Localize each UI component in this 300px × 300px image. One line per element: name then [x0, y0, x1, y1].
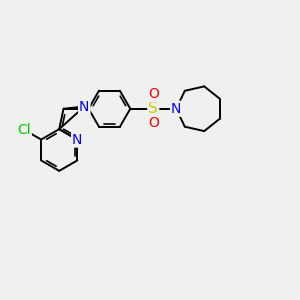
- Text: N: N: [72, 133, 83, 147]
- Text: N: N: [79, 100, 89, 114]
- Text: S: S: [148, 101, 158, 116]
- Text: Cl: Cl: [17, 123, 31, 137]
- Text: O: O: [148, 87, 159, 101]
- Text: N: N: [171, 102, 181, 116]
- Text: O: O: [148, 116, 159, 130]
